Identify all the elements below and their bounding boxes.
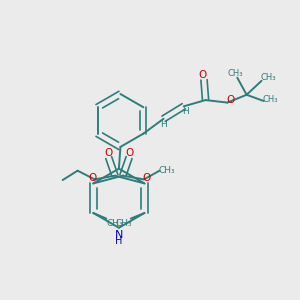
Text: O: O <box>88 173 96 183</box>
Text: CH₃: CH₃ <box>263 95 278 104</box>
Text: O: O <box>198 70 207 80</box>
Text: O: O <box>226 95 235 105</box>
Text: O: O <box>126 148 134 158</box>
Text: O: O <box>104 148 112 158</box>
Text: H: H <box>115 236 123 246</box>
Text: O: O <box>142 173 151 183</box>
Text: CH₃: CH₃ <box>227 69 242 78</box>
Text: H: H <box>182 107 189 116</box>
Text: CH₃: CH₃ <box>106 219 123 228</box>
Text: N: N <box>115 230 123 240</box>
Text: H: H <box>160 120 167 129</box>
Text: CH₃: CH₃ <box>115 219 132 228</box>
Text: CH₃: CH₃ <box>260 73 275 82</box>
Text: CH₃: CH₃ <box>158 166 175 175</box>
